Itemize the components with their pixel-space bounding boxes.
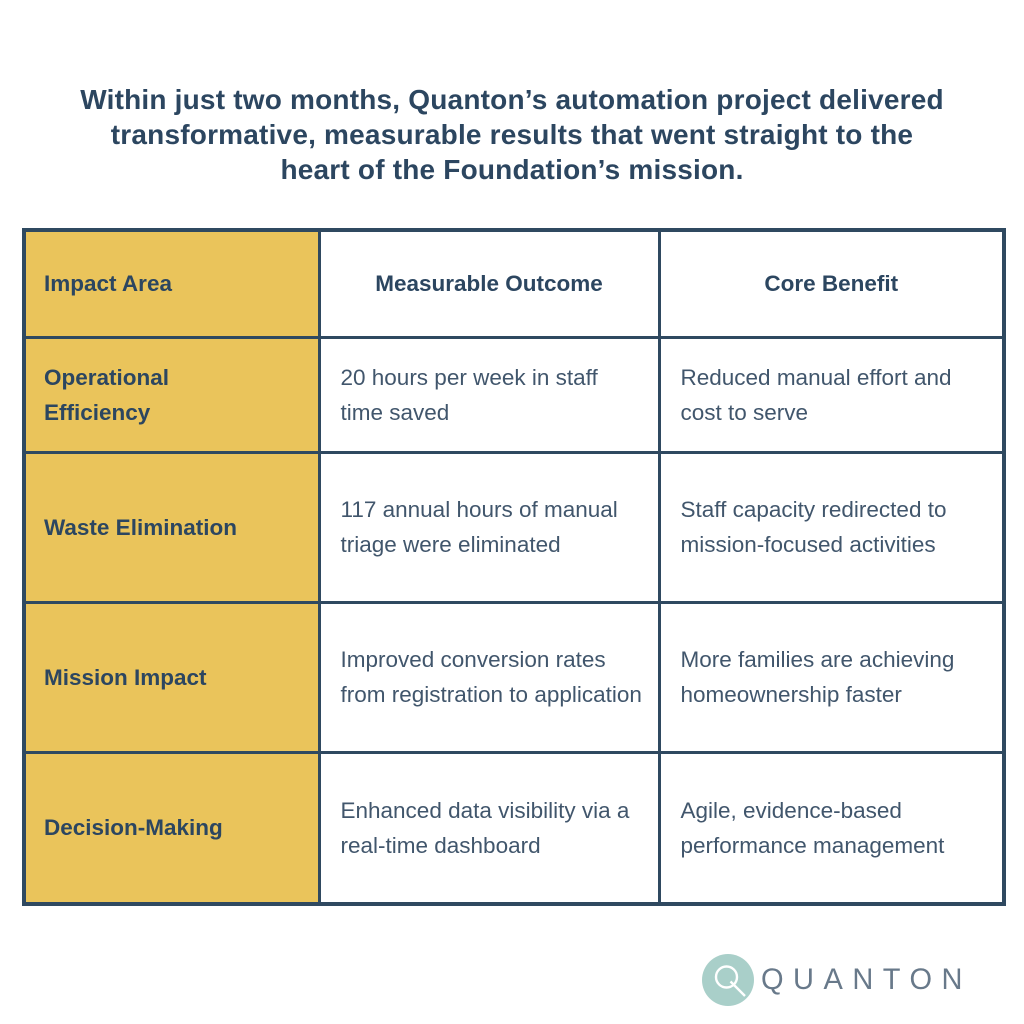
table-row: Decision-Making Enhanced data visibility… bbox=[22, 750, 1006, 906]
row-label: Mission Impact bbox=[44, 664, 207, 690]
page-title-line: transformative, measurable results that … bbox=[110, 119, 914, 150]
column-header-measurable-outcome: Measurable Outcome bbox=[317, 228, 661, 339]
measurable-outcome-cell: 20 hours per week in staff time saved bbox=[317, 335, 661, 454]
table-row: Waste Elimination 117 annual hours of ma… bbox=[22, 450, 1006, 604]
measurable-outcome-cell: Improved conversion rates from registrat… bbox=[317, 600, 661, 754]
row-label-cell: Mission Impact bbox=[22, 600, 321, 754]
table-row: Mission Impact Improved conversion rates… bbox=[22, 600, 1006, 754]
table-header-row: Impact Area Measurable Outcome Core Bene… bbox=[22, 228, 1006, 339]
row-label-cell: Operational Efficiency bbox=[22, 335, 321, 454]
q-circle-icon bbox=[702, 954, 754, 1006]
core-benefit-cell: Agile, evidence-based performance manage… bbox=[657, 750, 1006, 906]
row-label: Waste Elimination bbox=[44, 514, 237, 540]
row-label-cell: Decision-Making bbox=[22, 750, 321, 906]
quanton-logo: QUANTON bbox=[702, 954, 972, 1006]
impact-results-table: Impact Area Measurable Outcome Core Bene… bbox=[22, 228, 1006, 906]
table-row: Operational Efficiency 20 hours per week… bbox=[22, 335, 1006, 454]
column-header-impact-area: Impact Area bbox=[22, 228, 321, 339]
column-header-core-benefit: Core Benefit bbox=[657, 228, 1006, 339]
core-benefit-cell: More families are achieving homeownershi… bbox=[657, 600, 1006, 754]
page-title-line: Within just two months, Quanton’s automa… bbox=[80, 84, 944, 115]
core-benefit-cell: Staff capacity redirected to mission-foc… bbox=[657, 450, 1006, 604]
page-title-line: heart of the Foundation’s mission. bbox=[280, 154, 744, 185]
measurable-outcome-cell: 117 annual hours of manual triage were e… bbox=[317, 450, 661, 604]
core-benefit-cell: Reduced manual effort and cost to serve bbox=[657, 335, 1006, 454]
page-title: Within just two months, Quanton’s automa… bbox=[20, 82, 1004, 187]
brand-wordmark: QUANTON bbox=[761, 963, 972, 996]
row-label-cell: Waste Elimination bbox=[22, 450, 321, 604]
measurable-outcome-cell: Enhanced data visibility via a real-time… bbox=[317, 750, 661, 906]
row-label: Decision-Making bbox=[44, 815, 223, 841]
row-label: Operational Efficiency bbox=[44, 364, 170, 425]
